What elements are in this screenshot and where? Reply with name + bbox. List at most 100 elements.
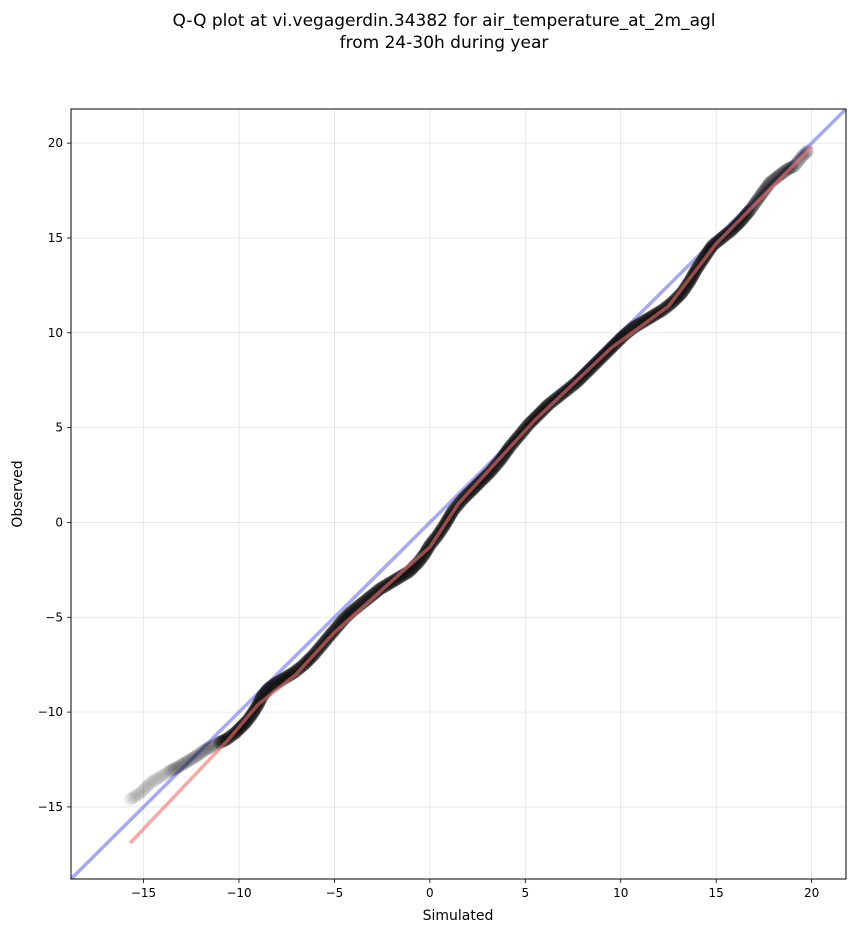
quantile-point — [188, 750, 202, 764]
quantile-point — [136, 783, 150, 797]
quantile-point — [180, 754, 194, 768]
quantile-point — [776, 166, 790, 179]
x-tick-label: 10 — [613, 886, 628, 900]
quantile-point — [150, 772, 164, 786]
quantile-point — [129, 789, 143, 803]
quantile-point — [394, 569, 408, 583]
quantile-point — [198, 743, 212, 757]
quantile-point — [165, 763, 179, 777]
x-tick-label: −5 — [326, 886, 344, 900]
quantile-point — [203, 740, 217, 754]
quantile-point — [362, 591, 376, 605]
quantile-point — [254, 692, 268, 706]
quantile-point — [179, 756, 192, 770]
quantile-point — [676, 284, 690, 298]
quantile-point — [675, 286, 689, 300]
chart-title-line-1: Q-Q plot at vi.vegagerdin.34382 for air_… — [172, 11, 715, 31]
quantile-point — [154, 770, 168, 784]
quantile-point — [171, 760, 185, 774]
quantile-point — [186, 751, 200, 765]
quantile-point — [159, 766, 173, 780]
quantile-point — [217, 734, 231, 748]
quantile-point — [163, 764, 177, 778]
quantile-point — [141, 779, 155, 792]
y-tick-label: −10 — [38, 705, 63, 719]
x-tick-label: −10 — [226, 886, 251, 900]
quantile-point — [330, 620, 344, 634]
quantile-point — [366, 588, 380, 602]
quantile-point — [332, 618, 346, 632]
quantile-point — [755, 187, 768, 201]
quantile-point — [182, 753, 196, 767]
quantile-point — [392, 570, 406, 584]
quantile-point — [139, 780, 153, 794]
quantile-point — [484, 464, 498, 478]
quantile-point — [167, 762, 181, 776]
quantile-point — [416, 550, 430, 564]
quantile-point — [177, 757, 191, 771]
quantile-point — [190, 749, 204, 763]
quantile-point — [481, 467, 495, 481]
x-tick-label: 5 — [521, 886, 529, 900]
quantile-point — [369, 585, 383, 599]
quantile-point — [414, 552, 428, 565]
y-axis-label: Observed — [10, 460, 26, 527]
quantile-point — [368, 586, 381, 600]
quantile-point — [207, 738, 221, 752]
quantile-point — [753, 189, 767, 203]
quantile-point — [134, 785, 148, 799]
quantile-point — [138, 782, 152, 796]
quantile-point — [125, 791, 139, 805]
quantile-point — [756, 185, 770, 199]
quantile-point — [616, 329, 630, 343]
quantile-point — [173, 759, 187, 773]
x-tick-label: 15 — [709, 886, 724, 900]
quantile-point — [205, 739, 219, 753]
quantile-point — [200, 742, 213, 756]
plot-area — [71, 109, 846, 879]
quantile-point — [287, 665, 301, 679]
quantile-point — [240, 715, 254, 729]
quantile-point — [633, 317, 647, 331]
y-tick-label: 10 — [48, 326, 63, 340]
quantile-point — [133, 787, 147, 801]
quantile-point — [143, 777, 156, 791]
y-tick-label: 5 — [55, 421, 63, 435]
quantile-point — [148, 773, 162, 787]
fit-line — [128, 145, 813, 845]
reference-line — [71, 109, 846, 879]
x-axis-label: Simulated — [423, 908, 494, 924]
quantile-point — [158, 767, 171, 781]
x-tick-label: −15 — [131, 886, 156, 900]
quantile-point — [201, 741, 215, 755]
quantile-point — [184, 752, 198, 766]
quantile-point — [635, 316, 649, 330]
quantile-point — [364, 589, 378, 603]
quantile-point — [175, 758, 189, 772]
quantile-point — [289, 664, 303, 678]
quantile-point — [778, 164, 792, 178]
quantile-point — [486, 462, 499, 476]
x-tick-label: 0 — [426, 886, 434, 900]
axis-ticks: −15 −10 −5 0 5 10 15 20 −15 −10 −5 0 5 10 15 20 — [38, 136, 820, 900]
grid-lines — [71, 109, 846, 879]
quantile-point — [127, 790, 141, 804]
quantile-point — [146, 774, 160, 788]
quantile-point — [194, 746, 208, 760]
quantile-point — [144, 775, 158, 789]
y-tick-label: −5 — [45, 610, 63, 624]
x-tick-label: 20 — [804, 886, 819, 900]
quantile-point — [774, 167, 788, 181]
quantile-point — [123, 792, 137, 806]
quantile-point — [196, 745, 210, 758]
quantile-point — [156, 768, 170, 782]
chart-title-line-2: from 24-30h during year — [340, 33, 549, 53]
quantile-point — [192, 747, 206, 761]
quantile-point — [482, 466, 496, 480]
quantile-point — [161, 765, 175, 779]
quantile-point — [371, 583, 385, 597]
y-tick-label: −15 — [38, 800, 63, 814]
quantile-point — [152, 771, 166, 785]
y-tick-label: 0 — [55, 515, 63, 529]
